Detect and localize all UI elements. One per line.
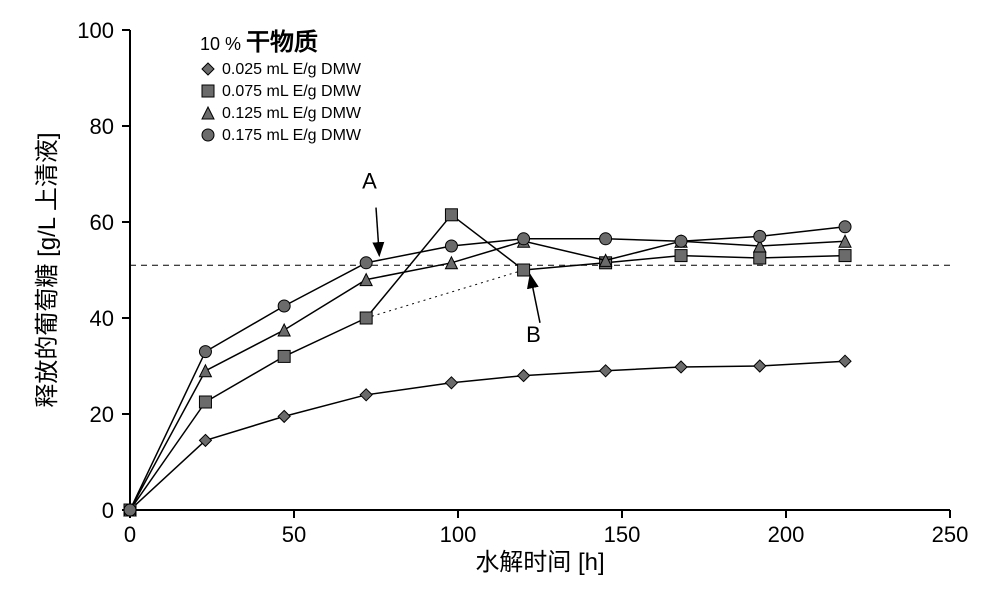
- data-marker: [445, 240, 457, 252]
- y-tick-label: 40: [90, 306, 114, 331]
- data-marker: [754, 360, 766, 372]
- annotation-label: B: [526, 322, 541, 347]
- data-marker: [839, 221, 851, 233]
- chart-svg: 050100150200250020406080100水解时间 [h]释放的葡萄…: [0, 0, 1000, 600]
- series: [124, 209, 851, 516]
- data-marker: [839, 355, 851, 367]
- annotation-arrow: [530, 275, 540, 323]
- data-marker: [518, 233, 530, 245]
- data-marker: [600, 233, 612, 245]
- legend-marker: [202, 107, 214, 119]
- y-tick-label: 100: [77, 18, 114, 43]
- data-marker: [360, 274, 372, 286]
- legend-title: 10 % 干物质: [200, 29, 318, 56]
- data-marker: [754, 252, 766, 264]
- data-marker: [360, 312, 372, 324]
- legend-marker: [202, 85, 214, 97]
- x-tick-label: 250: [932, 522, 969, 547]
- x-axis-label: 水解时间 [h]: [475, 549, 604, 576]
- data-marker: [518, 264, 530, 276]
- data-marker: [124, 504, 136, 516]
- chart-container: 050100150200250020406080100水解时间 [h]释放的葡萄…: [0, 0, 1000, 600]
- x-tick-label: 0: [124, 522, 136, 547]
- y-tick-label: 60: [90, 210, 114, 235]
- data-marker: [445, 257, 457, 269]
- annotation-label: A: [362, 168, 377, 193]
- data-marker: [199, 346, 211, 358]
- data-marker: [600, 365, 612, 377]
- x-tick-label: 50: [282, 522, 306, 547]
- y-tick-label: 80: [90, 114, 114, 139]
- data-marker: [445, 377, 457, 389]
- legend-label: 0.025 mL E/g DMW: [222, 61, 362, 78]
- data-marker: [754, 230, 766, 242]
- data-marker: [278, 300, 290, 312]
- legend-marker: [202, 129, 214, 141]
- legend-label: 0.125 mL E/g DMW: [222, 105, 362, 122]
- series: [124, 355, 851, 516]
- data-marker: [675, 361, 687, 373]
- legend: 10 % 干物质 0.025 mL E/g DMW 0.075 mL E/g DMW…: [200, 29, 362, 144]
- x-tick-label: 150: [604, 522, 641, 547]
- data-marker: [360, 389, 372, 401]
- data-marker: [445, 209, 457, 221]
- data-marker: [278, 350, 290, 362]
- x-tick-label: 100: [440, 522, 477, 547]
- y-axis-label: 释放的葡萄糖 [g/L 上清液]: [34, 132, 61, 407]
- y-tick-label: 20: [90, 402, 114, 427]
- legend-label: 0.175 mL E/g DMW: [222, 127, 362, 144]
- x-tick-label: 200: [768, 522, 805, 547]
- data-marker: [675, 235, 687, 247]
- data-marker: [518, 370, 530, 382]
- legend-label: 0.075 mL E/g DMW: [222, 83, 362, 100]
- data-marker: [199, 365, 211, 377]
- annotation-arrow: [376, 208, 379, 256]
- data-marker: [675, 250, 687, 262]
- data-marker: [278, 324, 290, 336]
- legend-marker: [202, 63, 214, 75]
- data-marker: [360, 257, 372, 269]
- series: [124, 235, 851, 516]
- y-tick-label: 0: [102, 498, 114, 523]
- data-marker: [278, 410, 290, 422]
- data-marker: [199, 396, 211, 408]
- data-marker: [839, 250, 851, 262]
